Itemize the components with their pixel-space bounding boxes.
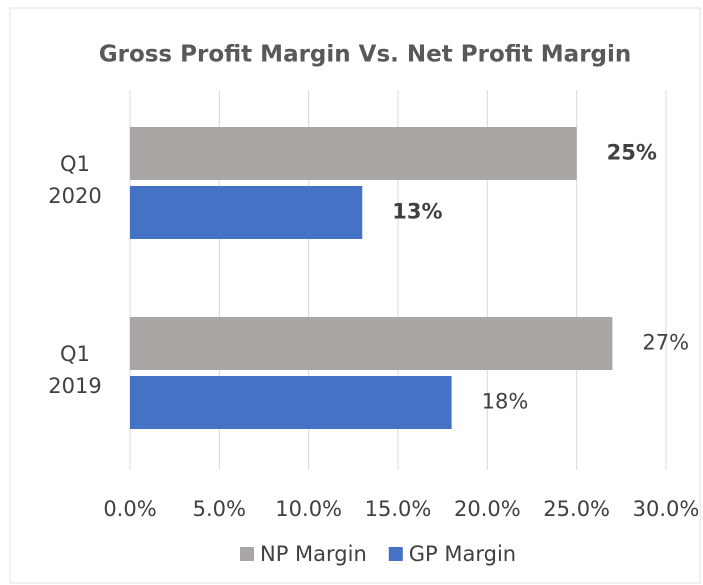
chart-border: [9, 7, 701, 584]
x-tick-label: 0.0%: [103, 497, 156, 521]
x-tick-label: 25.0%: [543, 497, 610, 521]
y-tick-label: Q1 2020: [48, 152, 101, 208]
x-tick-label: 10.0%: [275, 497, 342, 521]
x-tick-label: 20.0%: [454, 497, 521, 521]
bar: [130, 186, 363, 239]
chart-title: Gross Profit Margin Vs. Net Profit Margi…: [99, 42, 632, 68]
x-tick-label: 30.0%: [633, 497, 700, 521]
legend-label: NP Margin: [260, 542, 367, 566]
data-label: 18%: [482, 390, 529, 414]
data-label: 25%: [607, 141, 657, 165]
y-tick-label: Q1 2019: [48, 342, 101, 398]
legend-swatch: [240, 547, 254, 561]
data-label: 27%: [642, 331, 689, 355]
bar: [130, 317, 613, 370]
x-tick-label: 5.0%: [193, 497, 246, 521]
legend-swatch: [388, 547, 403, 561]
bar: [130, 376, 452, 429]
x-tick-label: 15.0%: [365, 497, 432, 521]
data-label: 13%: [392, 200, 442, 224]
legend-label: GP Margin: [409, 542, 516, 566]
bar: [130, 127, 577, 180]
